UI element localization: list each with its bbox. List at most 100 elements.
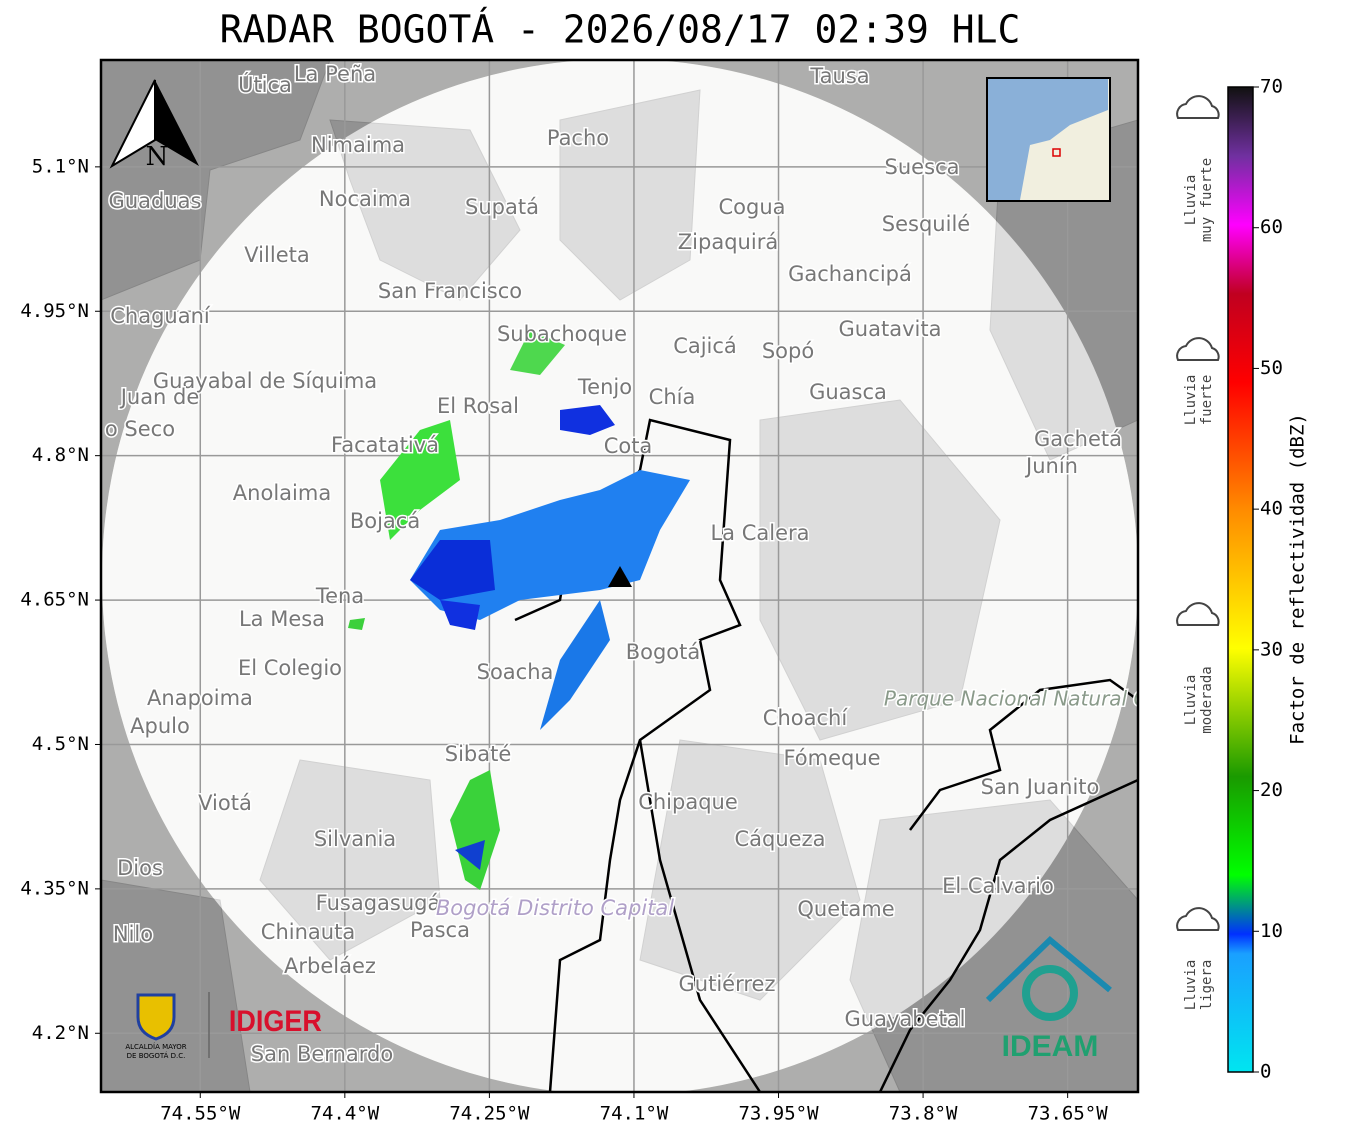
- inset-map: [986, 77, 1111, 202]
- place-label: Gutiérrez: [679, 972, 776, 996]
- rain-label: moderada: [1199, 666, 1215, 733]
- map: La Peña Útica Tausa Pacho Nimaima Suesca…: [101, 60, 1226, 1092]
- lon-tick-label: 73.95°W: [738, 1103, 819, 1125]
- place-label: Subachoque: [497, 322, 627, 346]
- place-label: Chaguaní: [110, 304, 211, 328]
- place-label: Gachetá: [1034, 427, 1122, 451]
- place-label: El Colegio: [238, 656, 342, 680]
- place-label: Quetame: [797, 897, 894, 921]
- place-label: Guaduas: [109, 189, 202, 213]
- place-label: San Juanito: [981, 775, 1100, 799]
- colorbar-ticks: 0 10 20 30 40 50 60 70: [1253, 76, 1283, 1083]
- place-label: Chipaque: [638, 790, 738, 814]
- place-label: o Seco: [105, 417, 175, 441]
- place-label: Nimaima: [311, 133, 405, 157]
- rain-label: Lluvia: [1183, 175, 1199, 226]
- place-label: Nocaima: [319, 187, 411, 211]
- radar-site: [608, 566, 632, 587]
- axis-ticks: 5.1°N 4.95°N 4.8°N 4.65°N 4.5°N 4.35°N 4.2°N 74…: [20, 155, 1108, 1124]
- place-label: Tenjo: [577, 375, 632, 399]
- place-label: San Bernardo: [251, 1042, 393, 1066]
- place-label: La Peña: [294, 62, 376, 86]
- place-label: Arbeláez: [284, 954, 376, 978]
- lon-tick-label: 73.65°W: [1028, 1103, 1109, 1125]
- place-label: Zipaquirá: [678, 230, 778, 254]
- place-label: Apulo: [130, 714, 190, 738]
- place-label: Anapoima: [147, 686, 253, 710]
- colorbar-tick-label: 0: [1260, 1061, 1271, 1083]
- logo-text: IDIGER: [229, 1005, 322, 1039]
- place-label: Cajicá: [673, 334, 737, 358]
- title: RADAR BOGOTÁ - 2026/08/17 02:39 HLC: [220, 8, 1021, 52]
- north-arrow: N: [109, 79, 199, 172]
- boundaries: [514, 418, 1138, 1092]
- place-label: Junín: [1024, 454, 1078, 478]
- colorbar-tick-label: 20: [1260, 779, 1283, 801]
- place-label: Fómeque: [783, 746, 880, 770]
- logos: ALCALDÍA MAYOR DE BOGOTÁ D.C. IDIGER IDE…: [125, 935, 1112, 1063]
- place-label: El Calvario: [942, 874, 1054, 898]
- lat-tick-label: 5.1°N: [32, 155, 89, 177]
- north-label: N: [146, 142, 169, 172]
- colorbar-tick-label: 70: [1260, 76, 1283, 98]
- lon-tick-label: 74.4°W: [311, 1103, 380, 1125]
- lat-tick-label: 4.35°N: [20, 877, 89, 899]
- place-label: Villeta: [244, 243, 309, 267]
- place-label: Bojacá: [350, 509, 420, 533]
- place-label: Chía: [649, 385, 696, 409]
- place-label: Guasca: [809, 380, 887, 404]
- place-label: Viotá: [198, 791, 252, 815]
- logo-text: ALCALDÍA MAYOR: [125, 1042, 186, 1051]
- lat-tick-label: 4.8°N: [32, 444, 89, 466]
- lon-tick-label: 74.55°W: [160, 1103, 241, 1125]
- lat-tick-label: 4.95°N: [20, 300, 89, 322]
- place-label: Pasca: [410, 918, 470, 942]
- cloud-icon: [1176, 337, 1220, 361]
- place-label: Sesquilé: [882, 212, 970, 236]
- place-label: La Mesa: [239, 607, 325, 631]
- place-label: Bogotá: [626, 640, 701, 664]
- lon-tick-label: 74.25°W: [449, 1103, 530, 1125]
- place-label: Cogua: [718, 195, 785, 219]
- colorbar-tick-label: 40: [1260, 498, 1283, 520]
- place-label: Cota: [604, 434, 653, 458]
- place-label: Parque Nacional Natural Chingaza: [884, 687, 1226, 711]
- lon-tick-label: 74.1°W: [600, 1103, 669, 1125]
- place-label: San Francisco: [378, 279, 522, 303]
- place-label: Sibaté: [445, 742, 512, 766]
- rain-label: muy fuerte: [1199, 158, 1215, 242]
- place-label: Chinauta: [261, 920, 355, 944]
- lat-tick-label: 4.5°N: [32, 733, 89, 755]
- colorbar-tick-label: 30: [1260, 638, 1283, 660]
- place-label: Gachancipá: [788, 262, 912, 286]
- lat-tick-label: 4.65°N: [20, 589, 89, 611]
- rain-label: fuerte: [1199, 375, 1215, 426]
- colorbar-tick-label: 60: [1260, 216, 1283, 238]
- lat-tick-label: 4.2°N: [32, 1022, 89, 1044]
- place-label: Fusagasugá: [316, 891, 441, 915]
- place-label: El Rosal: [437, 394, 519, 418]
- place-label: Suesca: [885, 155, 960, 179]
- place-label: Soacha: [477, 660, 554, 684]
- cloud-icon: [1176, 95, 1220, 119]
- place-label: Dios: [117, 856, 163, 880]
- logo-text: IDEAM: [1002, 1030, 1099, 1063]
- place-label: Anolaima: [233, 481, 331, 505]
- place-label: Bogotá Distrito Capital: [436, 896, 674, 920]
- place-label: Útica: [238, 72, 292, 97]
- place-label: Pacho: [547, 126, 609, 150]
- place-label: Sopó: [762, 339, 814, 363]
- place-label: Cáqueza: [735, 827, 826, 851]
- place-label: Nilo: [113, 922, 153, 946]
- place-label: Tena: [315, 584, 364, 608]
- rain-label: Lluvia: [1183, 375, 1199, 426]
- map-frame: [99, 58, 1140, 1094]
- cloud-icon: [1176, 602, 1220, 626]
- place-label: Guayabetal: [845, 1007, 966, 1031]
- place-label: Tausa: [809, 64, 869, 88]
- colorbar-tick-label: 50: [1260, 357, 1283, 379]
- lon-tick-label: 73.8°W: [889, 1103, 958, 1125]
